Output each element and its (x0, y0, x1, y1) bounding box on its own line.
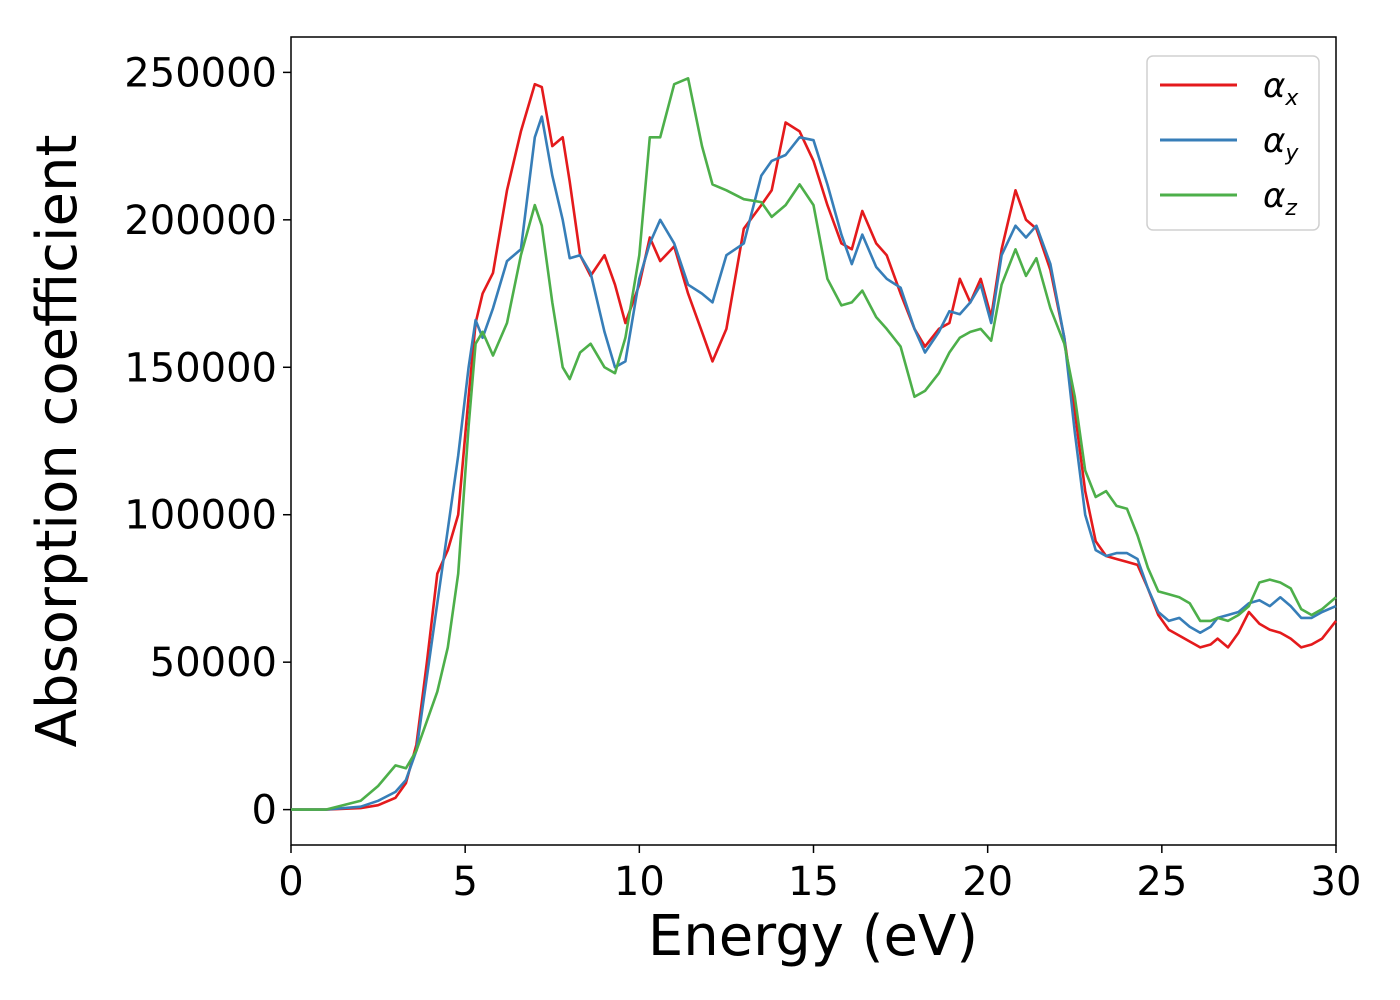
y-tick-label: 150000 (124, 345, 277, 391)
y-tick-label: 200000 (124, 198, 277, 244)
legend-item-y: αy (1160, 121, 1299, 166)
y-tick-label: 100000 (124, 493, 277, 539)
series-layer (291, 77, 1338, 811)
x-tick-label: 25 (1136, 859, 1187, 905)
legend-item-x: αx (1160, 66, 1299, 111)
legend-item-z: αz (1160, 176, 1297, 221)
legend-label-z: αz (1263, 176, 1297, 221)
x-axis-ticks: 0 5 10 15 20 25 30 (278, 845, 1361, 905)
y-axis-label: Absorption coefficient (25, 135, 90, 748)
series-line-y (291, 115, 1337, 811)
x-axis-label: Energy (eV) (648, 904, 978, 969)
y-tick-label: 0 (252, 788, 277, 834)
y-tick-label: 50000 (150, 640, 277, 686)
x-tick-label: 30 (1311, 859, 1362, 905)
series-line-x (291, 82, 1338, 811)
series-line-z (291, 77, 1337, 811)
legend: αx αy αz (1146, 55, 1320, 231)
x-tick-label: 0 (278, 859, 303, 905)
x-tick-label: 15 (788, 859, 839, 905)
x-tick-label: 5 (452, 859, 477, 905)
x-tick-label: 20 (962, 859, 1013, 905)
legend-label-y: αy (1263, 121, 1299, 166)
y-axis-ticks: 0 50000 100000 150000 200000 250000 (124, 50, 291, 834)
x-tick-label: 10 (614, 859, 665, 905)
legend-box (1146, 55, 1320, 231)
legend-label-x: αx (1263, 66, 1299, 111)
y-tick-label: 250000 (124, 50, 277, 96)
